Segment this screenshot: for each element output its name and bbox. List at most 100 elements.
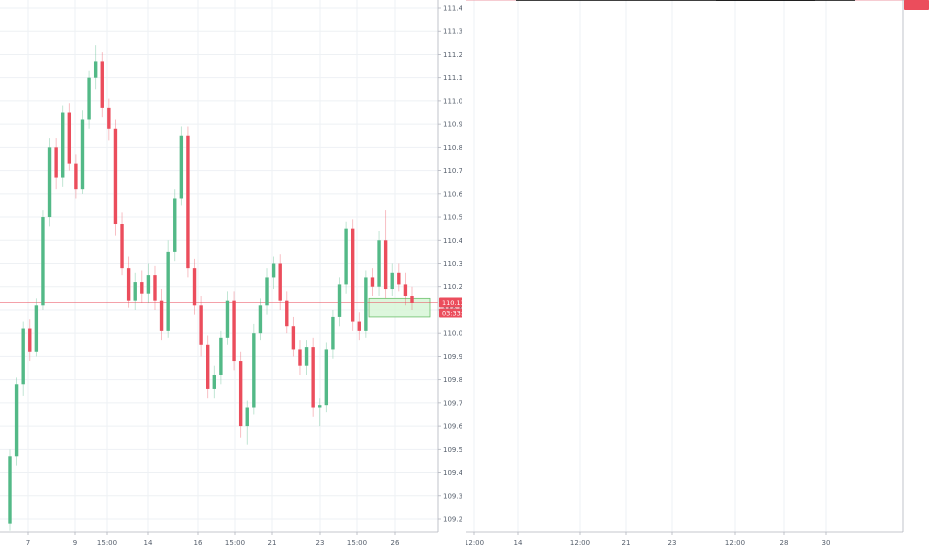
- price-axis-label: 110.500: [443, 214, 472, 222]
- candle-body: [67, 112, 72, 164]
- candle-body: [146, 275, 151, 294]
- price-axis-label: 109.200: [443, 516, 472, 524]
- candle: [390, 263, 394, 297]
- candle-body: [212, 374, 216, 389]
- candle: [311, 337, 315, 417]
- candle: [238, 351, 243, 438]
- candle-body: [153, 275, 157, 301]
- candle: [186, 126, 190, 278]
- candle: [87, 70, 91, 129]
- candle: [278, 254, 282, 310]
- support-zone: [368, 297, 431, 318]
- price-axis-label: 111.400: [443, 5, 472, 13]
- candle-body: [179, 135, 184, 199]
- candle-body: [232, 300, 236, 362]
- candle-body: [192, 268, 197, 306]
- candle-body: [140, 282, 144, 294]
- price-axis-label: 110.200: [443, 283, 472, 291]
- candle: [153, 265, 157, 310]
- time-axis-label: 14: [514, 539, 523, 547]
- candle-body: [219, 337, 223, 375]
- countdown-text: 03:33:05: [442, 310, 471, 318]
- candle: [206, 335, 210, 399]
- candle-body: [278, 263, 282, 301]
- candle-body: [120, 224, 124, 269]
- candle-body: [61, 112, 65, 178]
- candle: [219, 330, 223, 385]
- price-axis-label: 110.800: [443, 144, 472, 152]
- right-chart-panel: 109.400109.500109.600109.700109.800109.9…: [464, 0, 932, 550]
- time-axis-label: 21: [268, 539, 277, 547]
- candle-body: [28, 328, 32, 352]
- candle: [34, 298, 39, 357]
- time-axis-label: 16: [194, 539, 203, 547]
- time-axis-label: 12:00: [725, 539, 745, 547]
- candle-body: [8, 456, 12, 524]
- candle-body: [291, 326, 296, 350]
- candle-body: [311, 347, 315, 408]
- price-axis-label: 111.200: [443, 51, 472, 59]
- candle: [80, 110, 85, 194]
- candle-body: [159, 300, 164, 331]
- candle-body: [166, 251, 170, 331]
- candle: [377, 230, 381, 297]
- candle-body: [21, 328, 25, 385]
- time-axis-label: 28: [780, 539, 789, 547]
- candle-body: [265, 277, 269, 306]
- price-axis-label: 109.500: [443, 446, 472, 454]
- candle-body: [14, 384, 19, 457]
- time-axis-label: 14: [144, 539, 153, 547]
- price-axis-label: 111.300: [443, 28, 472, 36]
- candle: [383, 210, 388, 299]
- panel-divider: [462, 0, 466, 550]
- candle-body: [206, 344, 210, 389]
- candle: [298, 340, 302, 375]
- candle-body: [403, 284, 408, 297]
- candle-body: [370, 277, 375, 287]
- candle-body: [410, 296, 414, 303]
- candle: [21, 321, 25, 396]
- price-axis-label: 111.000: [443, 97, 472, 105]
- candle: [126, 256, 131, 308]
- price-axis-label: 110.400: [443, 237, 472, 245]
- price-axis-label: 110.600: [443, 190, 472, 198]
- price-axis-label: 110.300: [443, 260, 472, 268]
- candle: [192, 258, 197, 315]
- time-axis-background: [466, 532, 932, 550]
- candle-body: [350, 228, 355, 322]
- candle-body: [93, 61, 98, 78]
- candle: [133, 272, 137, 310]
- candle-body: [383, 240, 388, 290]
- price-axis-label: 110.000: [443, 330, 472, 338]
- candle: [212, 365, 216, 399]
- time-axis-label: 9: [73, 539, 77, 547]
- candle-body: [285, 300, 289, 327]
- countdown-text: 33:05: [907, 0, 926, 2]
- candle: [74, 154, 78, 199]
- candle: [285, 291, 289, 334]
- candle: [140, 270, 144, 303]
- candle-body: [80, 119, 85, 190]
- candle: [28, 319, 32, 362]
- candle-body: [100, 61, 104, 108]
- time-axis-label: 30: [822, 539, 831, 547]
- candle: [173, 189, 177, 262]
- candle-body: [245, 407, 249, 427]
- time-axis-label: 21: [622, 539, 631, 547]
- current-price-text: 110.132: [442, 299, 469, 307]
- candle-body: [344, 228, 348, 285]
- candle: [61, 105, 65, 187]
- price-axis-label: 109.900: [443, 353, 472, 361]
- candle: [397, 263, 401, 292]
- current-price-badge: 110.13233:05: [904, 0, 932, 10]
- candle-body: [34, 305, 39, 352]
- candle-body: [271, 263, 276, 278]
- candle-body: [238, 361, 243, 427]
- candle: [54, 138, 58, 190]
- candle: [318, 398, 322, 427]
- candle: [225, 291, 230, 345]
- candle: [67, 103, 72, 171]
- candle-body: [186, 135, 190, 269]
- candle: [146, 263, 151, 303]
